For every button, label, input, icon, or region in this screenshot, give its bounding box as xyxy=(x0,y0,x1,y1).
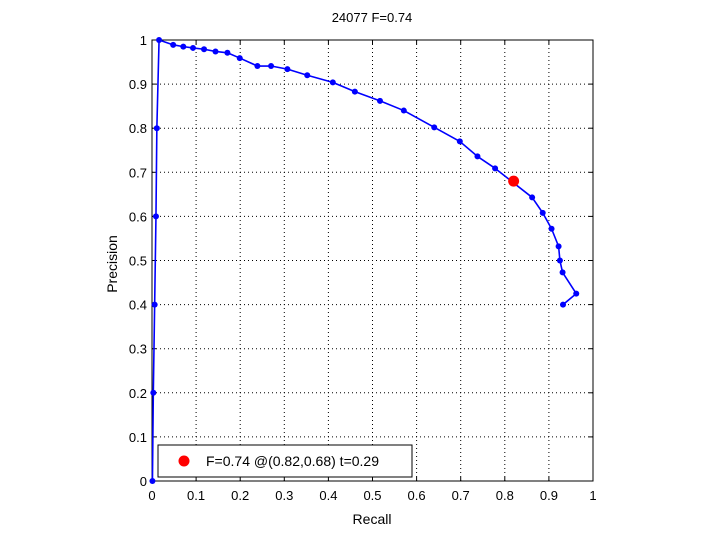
y-tick-label: 0.8 xyxy=(129,121,147,136)
data-point xyxy=(153,125,160,132)
data-point xyxy=(156,37,163,43)
data-point xyxy=(224,49,231,56)
data-point xyxy=(254,63,261,70)
data-point xyxy=(474,153,481,160)
legend-box xyxy=(157,444,413,478)
y-tick-label: 0.4 xyxy=(129,298,147,313)
data-point xyxy=(529,194,536,201)
data-point xyxy=(573,290,580,297)
y-tick-label: 0.3 xyxy=(129,342,147,357)
y-tick-label: 0 xyxy=(140,474,147,489)
legend: F=0.74 @(0.82,0.68) t=0.29 xyxy=(157,444,413,478)
data-point xyxy=(304,72,311,79)
y-tick-label: 0.9 xyxy=(129,77,147,92)
x-tick-label: 0.4 xyxy=(319,488,337,503)
x-tick-label: 0.2 xyxy=(231,488,249,503)
x-tick-label: 0.3 xyxy=(275,488,293,503)
x-tick-label: 0.6 xyxy=(408,488,426,503)
data-point xyxy=(329,79,336,86)
data-point xyxy=(456,138,463,145)
data-point xyxy=(151,301,158,308)
data-point xyxy=(376,97,383,104)
x-axis-label: Recall xyxy=(353,511,392,527)
data-point xyxy=(190,44,197,51)
y-tick-label: 1 xyxy=(140,33,147,48)
x-tick-label: 1 xyxy=(589,488,596,503)
chart-title: 24077 F=0.74 xyxy=(332,10,413,25)
y-tick-label: 0.7 xyxy=(129,165,147,180)
data-point xyxy=(284,66,291,73)
highlight-group xyxy=(508,175,520,187)
data-point xyxy=(152,213,159,220)
data-point xyxy=(559,269,566,276)
data-point xyxy=(201,46,208,53)
data-point xyxy=(351,88,358,95)
x-tick-label: 0.7 xyxy=(452,488,470,503)
y-axis-label: Precision xyxy=(104,235,120,293)
data-point xyxy=(400,107,407,114)
data-point xyxy=(236,55,243,62)
data-point xyxy=(560,301,567,308)
x-tick-label: 0.1 xyxy=(187,488,205,503)
y-tick-label: 0.6 xyxy=(129,209,147,224)
legend-marker xyxy=(178,455,190,467)
data-point xyxy=(555,243,562,250)
y-tick-label: 0.1 xyxy=(129,430,147,445)
x-tick-label: 0.8 xyxy=(496,488,514,503)
y-tick-labels: 0 0.1 0.2 0.3 0.4 0.5 0.6 0.7 0.8 0.9 1 xyxy=(129,33,147,489)
x-tick-labels: 0 0.1 0.2 0.3 0.4 0.5 0.6 0.7 0.8 0.9 1 xyxy=(148,488,596,503)
data-point xyxy=(431,124,438,131)
data-point xyxy=(170,41,177,48)
x-tick-label: 0.5 xyxy=(363,488,381,503)
series-group xyxy=(149,37,580,484)
best-f-point xyxy=(508,175,520,187)
data-point xyxy=(556,257,563,264)
data-point xyxy=(268,63,275,70)
data-point xyxy=(492,165,499,172)
y-tick-label: 0.5 xyxy=(129,254,147,269)
grid-lines xyxy=(152,40,593,481)
y-tick-label: 0.2 xyxy=(129,386,147,401)
data-point xyxy=(212,48,219,55)
legend-label: F=0.74 @(0.82,0.68) t=0.29 xyxy=(206,453,379,469)
data-point xyxy=(539,209,546,216)
data-point xyxy=(548,225,555,232)
data-point xyxy=(150,389,157,396)
x-tick-label: 0.9 xyxy=(540,488,558,503)
x-tick-label: 0 xyxy=(148,488,155,503)
data-point xyxy=(180,43,187,50)
data-point xyxy=(149,478,156,484)
